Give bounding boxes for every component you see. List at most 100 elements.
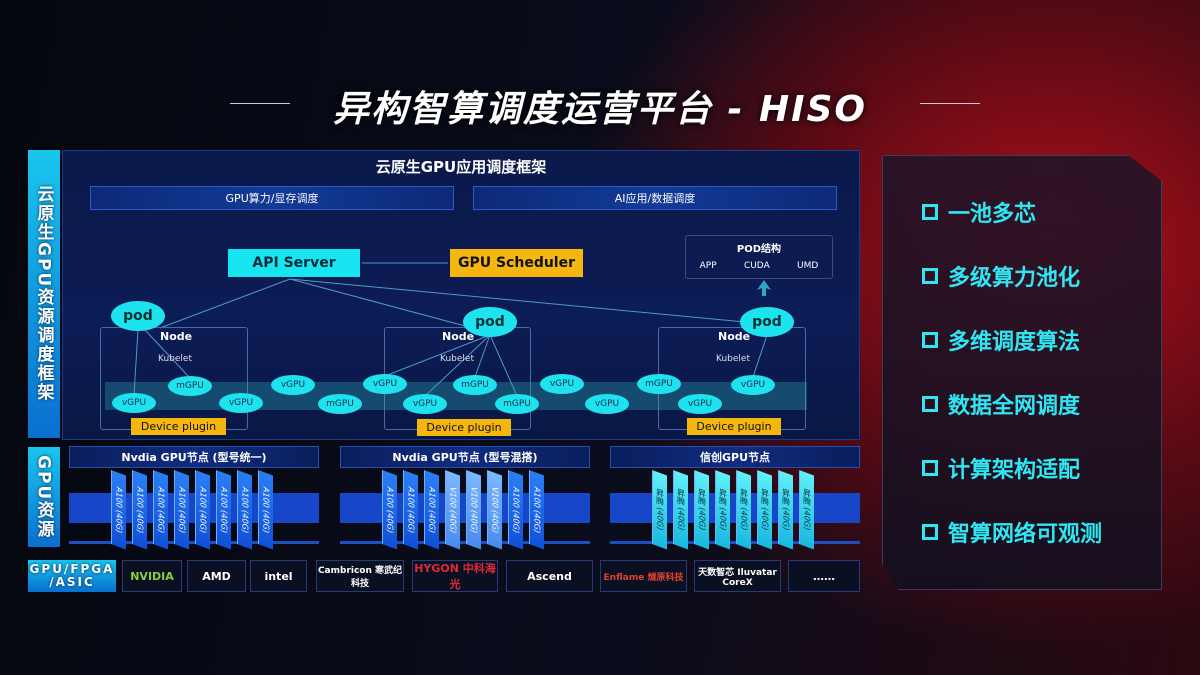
node-group-title: Nvdia GPU节点 (型号混搭)	[340, 446, 590, 468]
gpu-chip: A100 (40G)	[529, 470, 544, 550]
gpu-scheduler-box: GPU Scheduler	[450, 249, 583, 277]
gpu-chip: V100 (40G)	[487, 470, 502, 550]
node-group-base	[340, 493, 590, 523]
label-framework: 云原生GPU资源调度框架	[28, 150, 60, 438]
feature-label: 智算网络可观测	[948, 522, 1103, 547]
gpu-unit-vgpu: vGPU	[403, 394, 447, 414]
gpu-unit-vgpu: vGPU	[585, 394, 629, 414]
gpu-chip: A100 (40G)	[424, 470, 439, 550]
gpu-unit-mgpu: mGPU	[453, 375, 497, 395]
pod-item-umd: UMD	[797, 261, 819, 271]
pod-1: pod	[111, 301, 165, 331]
device-plugin-3: Device plugin	[687, 418, 781, 435]
feature-item: 数据全网调度	[922, 388, 1080, 420]
node-group-title: Nvdia GPU节点 (型号统一)	[69, 446, 319, 468]
checkbox-square-icon	[922, 204, 938, 220]
label-gpu-resources: GPU资源	[28, 447, 60, 547]
node-label: Node	[718, 330, 751, 343]
pod-structure-title: POD结构	[736, 244, 782, 255]
gpu-chip: A100 (40G)	[195, 470, 210, 550]
title-line-left	[230, 103, 290, 104]
gpu-unit-vgpu: vGPU	[112, 393, 156, 413]
feature-label: 多维调度算法	[948, 330, 1081, 355]
gpu-chip: A100 (40G)	[216, 470, 231, 550]
gpu-chip: A100 (40G)	[174, 470, 189, 550]
feature-item: 智算网络可观测	[922, 516, 1102, 548]
checkbox-square-icon	[922, 332, 938, 348]
bar-gpu-scheduling: GPU算力/显存调度	[90, 186, 454, 210]
gpu-chip: A100 (40G)	[237, 470, 252, 550]
gpu-chip: 昇腾 (40G)	[799, 470, 814, 550]
gpu-chip: A100 (40G)	[403, 470, 418, 550]
node-label: Node	[160, 330, 193, 343]
label-gpu-fpga-asic: GPU/FPGA /ASIC	[28, 560, 116, 592]
feature-label: 多级算力池化	[948, 266, 1081, 291]
gpu-unit-vgpu: vGPU	[219, 393, 263, 413]
feature-label: 数据全网调度	[948, 394, 1081, 419]
node-group-floor	[69, 541, 319, 544]
node-group-floor	[610, 541, 860, 544]
kubelet-label: Kubelet	[158, 354, 192, 364]
checkbox-square-icon	[922, 460, 938, 476]
gpu-chip: A100 (40G)	[382, 470, 397, 550]
gpu-unit-vgpu: vGPU	[540, 374, 584, 394]
pod-2: pod	[463, 307, 517, 337]
gpu-chip: A100 (40G)	[153, 470, 168, 550]
kubelet-label: Kubelet	[440, 354, 474, 364]
feature-item: 计算架构适配	[922, 452, 1080, 484]
gpu-chip: 昇腾 (40G)	[715, 470, 730, 550]
node-group-floor	[340, 541, 590, 544]
gpu-unit-mgpu: mGPU	[495, 394, 539, 414]
gpu-chip: A100 (40G)	[132, 470, 147, 550]
vendor-logo-5: Ascend	[506, 560, 593, 592]
feature-item: 多级算力池化	[922, 260, 1080, 292]
arrow-up-icon	[757, 280, 771, 296]
title-line-right	[920, 103, 980, 104]
gpu-chip: 昇腾 (40G)	[673, 470, 688, 550]
node-group-title: 信创GPU节点	[610, 446, 860, 468]
checkbox-square-icon	[922, 396, 938, 412]
gpu-unit-vgpu: vGPU	[271, 375, 315, 395]
vendor-logo-0: NVIDIA	[122, 560, 182, 592]
gpu-chip: A100 (40G)	[258, 470, 273, 550]
pod-item-app: APP	[699, 261, 717, 271]
framework-title: 云原生GPU应用调度框架	[375, 158, 547, 176]
gpu-chip: 昇腾 (40G)	[736, 470, 751, 550]
pod-structure-box: POD结构 APP CUDA UMD	[685, 235, 833, 279]
vendor-logo-1: AMD	[187, 560, 246, 592]
gpu-chip: V100 (40G)	[466, 470, 481, 550]
checkbox-square-icon	[922, 524, 938, 540]
gpu-chip: 昇腾 (40G)	[652, 470, 667, 550]
feature-panel	[882, 155, 1162, 590]
vendor-logo-8: ……	[788, 560, 860, 592]
gpu-unit-vgpu: vGPU	[731, 375, 775, 395]
gpu-chip: 昇腾 (40G)	[778, 470, 793, 550]
node-group-base	[69, 493, 319, 523]
node-label: Node	[442, 330, 475, 343]
page-title: 异构智算调度运营平台 - HISO	[332, 89, 868, 130]
gpu-unit-mgpu: mGPU	[168, 376, 212, 396]
kubelet-label: Kubelet	[716, 354, 750, 364]
vendor-logo-7: 天数智芯 Iluvatar CoreX	[694, 560, 781, 592]
gpu-chip: 昇腾 (40G)	[757, 470, 772, 550]
checkbox-square-icon	[922, 268, 938, 284]
device-plugin-2: Device plugin	[417, 419, 511, 436]
gpu-unit-mgpu: mGPU	[637, 374, 681, 394]
gpu-chip: V100 (40G)	[445, 470, 460, 550]
bar-ai-scheduling: AI应用/数据调度	[473, 186, 837, 210]
node-group-base	[610, 493, 860, 523]
gpu-unit-vgpu: vGPU	[678, 394, 722, 414]
vendor-logo-6: Enflame 燧原科技	[600, 560, 687, 592]
feature-label: 一池多芯	[948, 202, 1037, 227]
device-plugin-1: Device plugin	[131, 418, 226, 435]
gpu-chip: A100 (40G)	[111, 470, 126, 550]
feature-label: 计算架构适配	[948, 458, 1081, 483]
gpu-unit-mgpu: mGPU	[318, 394, 362, 414]
vendor-logo-2: intel	[250, 560, 307, 592]
gpu-chip: A100 (40G)	[508, 470, 523, 550]
feature-item: 多维调度算法	[922, 324, 1080, 356]
api-server-box: API Server	[228, 249, 360, 277]
pod-item-cuda: CUDA	[743, 261, 770, 271]
vendor-logo-3: Cambricon 寒武纪科技	[316, 560, 404, 592]
feature-item: 一池多芯	[922, 196, 1036, 228]
